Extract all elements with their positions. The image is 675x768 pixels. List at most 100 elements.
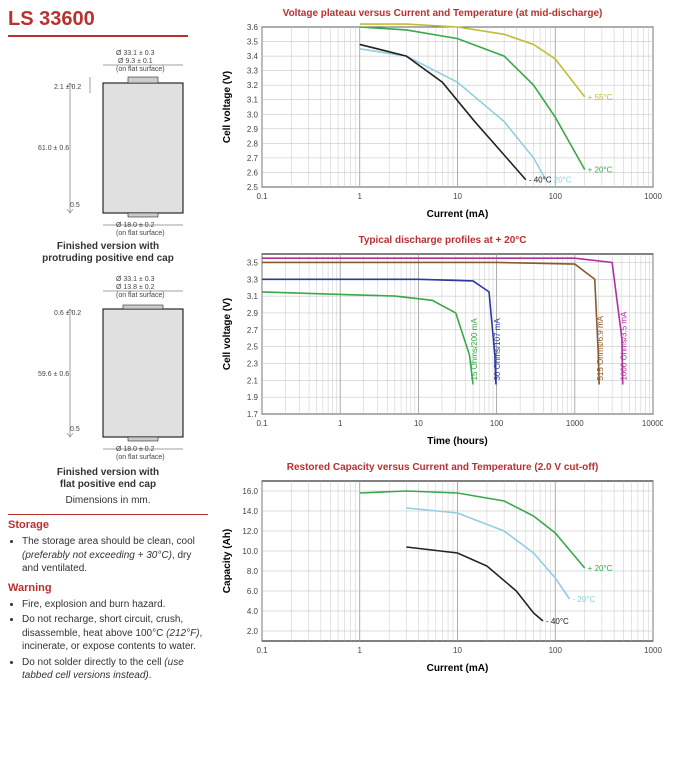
chart3-wrap: Restored Capacity versus Current and Tem…	[218, 462, 667, 675]
left-column: LS 33600 61.0 ± 0.6 2.1 ± 0.2 0.5	[8, 8, 208, 689]
storage-bullet: The storage area should be clean, cool (…	[22, 535, 208, 576]
chart3-svg: 2.04.06.08.010.012.014.016.00.1110100100…	[218, 475, 663, 675]
svg-text:Ø 18.0 ± 0.2: Ø 18.0 ± 0.2	[116, 222, 155, 229]
svg-text:14.0: 14.0	[242, 507, 258, 516]
caption-line: protruding positive end cap	[8, 253, 208, 265]
svg-text:3.6: 3.6	[247, 23, 259, 32]
svg-text:- 20°C: - 20°C	[573, 595, 596, 604]
svg-text:1000: 1000	[566, 419, 584, 428]
svg-text:2.5: 2.5	[247, 343, 259, 352]
warning-bullet: Do not recharge, short circuit, crush, d…	[22, 613, 208, 654]
svg-text:2.3: 2.3	[247, 359, 259, 368]
svg-text:Ø 13.8 ± 0.2: Ø 13.8 ± 0.2	[116, 284, 155, 291]
svg-text:3.5: 3.5	[247, 38, 259, 47]
svg-text:(on flat surface): (on flat surface)	[116, 292, 165, 299]
svg-text:0.5: 0.5	[70, 202, 80, 209]
diagram-protruding-caption: Finished version with protruding positiv…	[8, 241, 208, 265]
chart2-title: Typical discharge profiles at + 20°C	[218, 235, 667, 246]
chart3-title: Restored Capacity versus Current and Tem…	[218, 462, 667, 473]
svg-text:100: 100	[490, 419, 504, 428]
text-italic: (212°F)	[166, 628, 199, 639]
diagram-flat-svg: 59.6 ± 0.6 0.6 ± 0.2 0.5 Ø 33.1 ± 0.3 Ø …	[8, 273, 208, 463]
svg-text:2.5: 2.5	[247, 183, 259, 192]
svg-text:Ø 9.3 ± 0.1: Ø 9.3 ± 0.1	[118, 58, 153, 65]
svg-text:59.6 ± 0.6: 59.6 ± 0.6	[38, 371, 69, 378]
caption-line: flat positive end cap	[8, 479, 208, 491]
dimensions-note: Dimensions in mm.	[8, 495, 208, 506]
svg-text:100: 100	[549, 192, 563, 201]
warning-heading: Warning	[8, 582, 208, 594]
diagram-flat: 59.6 ± 0.6 0.6 ± 0.2 0.5 Ø 33.1 ± 0.3 Ø …	[8, 273, 208, 506]
svg-text:3.1: 3.1	[247, 292, 259, 301]
svg-text:0.1: 0.1	[256, 646, 268, 655]
text-italic: (preferably not exceeding + 30°C)	[22, 550, 172, 561]
svg-text:+ 20°C: + 20°C	[588, 564, 613, 573]
warning-list: Fire, explosion and burn hazard. Do not …	[8, 598, 208, 683]
svg-text:10: 10	[453, 192, 462, 201]
svg-text:2.8: 2.8	[247, 139, 259, 148]
svg-text:Time (hours): Time (hours)	[427, 436, 487, 447]
svg-text:2.6: 2.6	[247, 168, 259, 177]
caption-line: Finished version with	[8, 467, 208, 479]
svg-text:(on flat surface): (on flat surface)	[116, 230, 165, 237]
svg-text:- 40°C: - 40°C	[529, 176, 552, 185]
chart2-svg: 1.71.92.12.32.52.72.93.13.33.50.11101001…	[218, 248, 663, 448]
svg-text:0.1: 0.1	[256, 419, 268, 428]
svg-text:- 40°C: - 40°C	[546, 617, 569, 626]
svg-text:1: 1	[358, 192, 363, 201]
svg-text:2.7: 2.7	[247, 154, 259, 163]
right-column: Voltage plateau versus Current and Tempe…	[218, 8, 667, 689]
svg-text:1000 Ohms/3.5 mA: 1000 Ohms/3.5 mA	[620, 311, 629, 381]
svg-text:3.4: 3.4	[247, 52, 259, 61]
storage-list: The storage area should be clean, cool (…	[8, 535, 208, 576]
text: .	[149, 670, 152, 681]
svg-text:0.1: 0.1	[256, 192, 268, 201]
svg-text:10: 10	[414, 419, 423, 428]
svg-text:2.1 ± 0.2: 2.1 ± 0.2	[54, 84, 81, 91]
svg-text:30 Ohms/107 mA: 30 Ohms/107 mA	[493, 318, 502, 381]
svg-text:3.3: 3.3	[247, 275, 259, 284]
diagram-protruding-svg: 61.0 ± 0.6 2.1 ± 0.2 0.5 Ø 33.1 ± 0.3 Ø …	[8, 47, 208, 237]
svg-text:8.0: 8.0	[247, 567, 259, 576]
text: The storage area should be clean, cool	[22, 536, 195, 547]
svg-text:15 Ohms/200 mA: 15 Ohms/200 mA	[470, 318, 479, 381]
svg-text:100: 100	[549, 646, 563, 655]
svg-text:6.0: 6.0	[247, 587, 259, 596]
diagram-flat-caption: Finished version with flat positive end …	[8, 467, 208, 491]
svg-text:12.0: 12.0	[242, 527, 258, 536]
svg-text:4.0: 4.0	[247, 607, 259, 616]
chart1-svg: 2.52.62.72.82.93.03.13.23.33.43.53.60.11…	[218, 21, 663, 221]
title-underline	[8, 35, 188, 37]
warning-bullet: Fire, explosion and burn hazard.	[22, 598, 208, 612]
svg-text:1: 1	[338, 419, 343, 428]
svg-text:2.9: 2.9	[247, 125, 259, 134]
svg-text:3.1: 3.1	[247, 96, 259, 105]
svg-text:Capacity (Ah): Capacity (Ah)	[222, 529, 233, 593]
svg-text:1.9: 1.9	[247, 393, 259, 402]
chart1-title: Voltage plateau versus Current and Tempe…	[218, 8, 667, 19]
svg-text:1000: 1000	[644, 192, 662, 201]
storage-heading: Storage	[8, 519, 208, 531]
svg-text:1: 1	[358, 646, 363, 655]
svg-text:(on flat surface): (on flat surface)	[116, 66, 165, 73]
svg-text:0.6 ± 0.2: 0.6 ± 0.2	[54, 310, 81, 317]
svg-text:Ø 33.1 ± 0.3: Ø 33.1 ± 0.3	[116, 50, 155, 57]
svg-text:2.1: 2.1	[247, 376, 259, 385]
svg-text:2.9: 2.9	[247, 309, 259, 318]
svg-text:Cell voltage (V): Cell voltage (V)	[222, 71, 233, 143]
diagram-protruding: 61.0 ± 0.6 2.1 ± 0.2 0.5 Ø 33.1 ± 0.3 Ø …	[8, 47, 208, 265]
svg-text:3.5: 3.5	[247, 258, 259, 267]
svg-text:16.0: 16.0	[242, 487, 258, 496]
svg-text:0.5: 0.5	[70, 426, 80, 433]
svg-text:515 Ohms/6.9 mA: 515 Ohms/6.9 mA	[596, 315, 605, 380]
svg-text:3.0: 3.0	[247, 110, 259, 119]
section-rule	[8, 514, 208, 515]
svg-text:Ø 18.0 ± 0.2: Ø 18.0 ± 0.2	[116, 446, 155, 453]
text: Do not recharge, short circuit, crush, d…	[22, 614, 183, 639]
svg-text:+ 20°C: + 20°C	[588, 166, 613, 175]
chart2-wrap: Typical discharge profiles at + 20°C 1.7…	[218, 235, 667, 448]
svg-text:61.0 ± 0.6: 61.0 ± 0.6	[38, 145, 69, 152]
svg-text:3.2: 3.2	[247, 81, 259, 90]
svg-text:2.0: 2.0	[247, 627, 259, 636]
svg-text:2.7: 2.7	[247, 326, 259, 335]
